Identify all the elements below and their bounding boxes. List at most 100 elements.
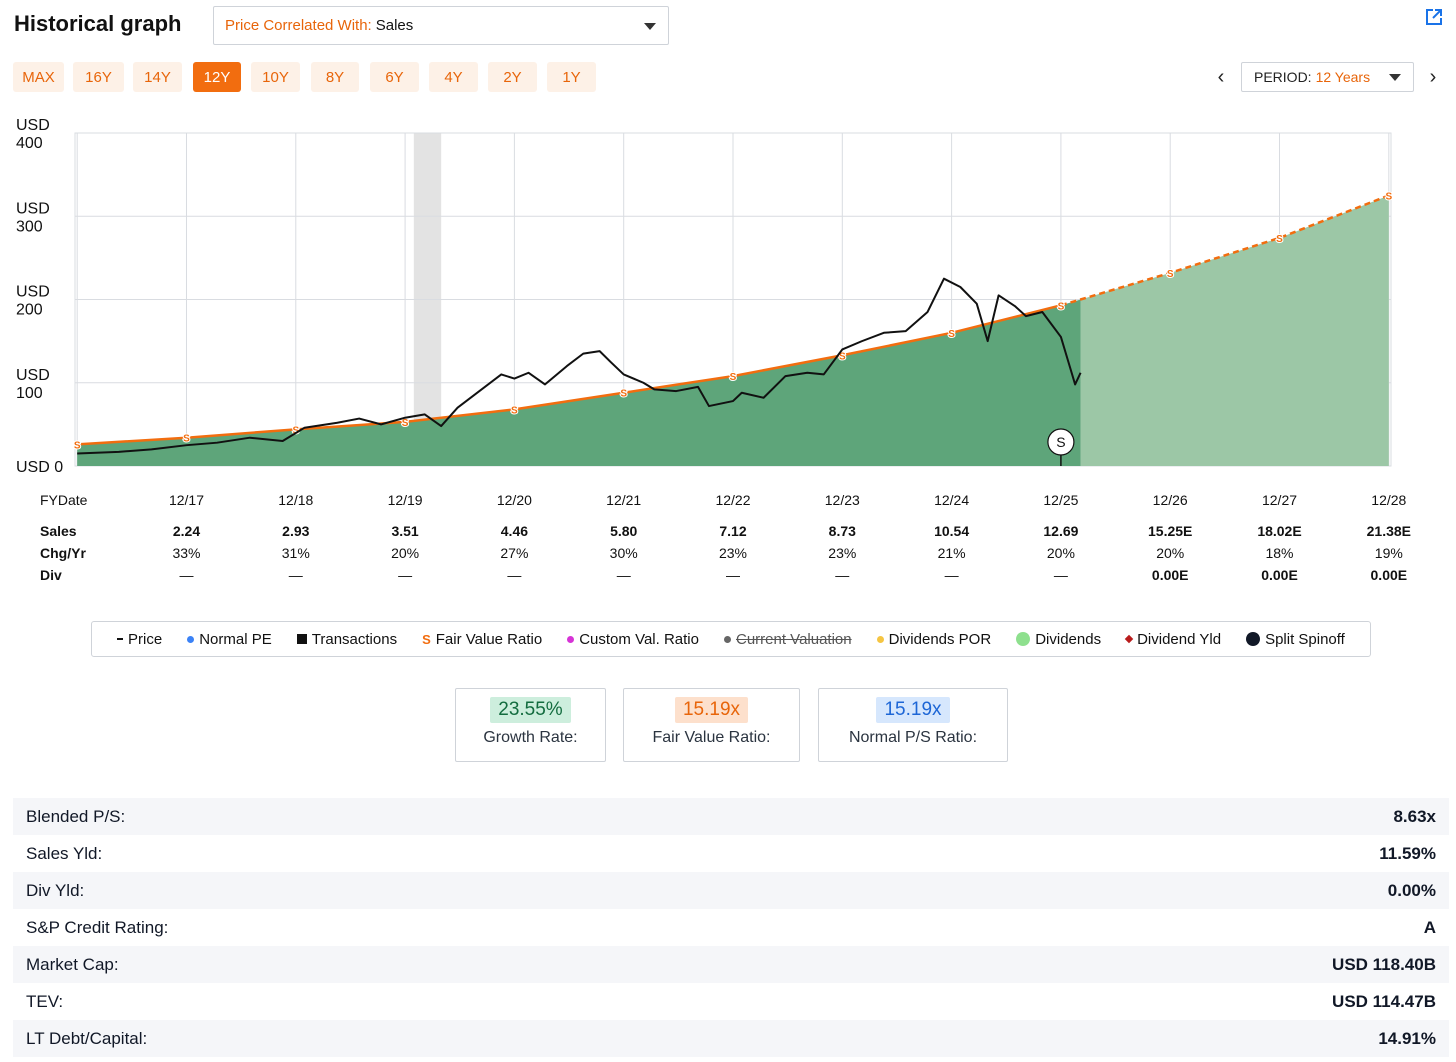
legend-label: Dividends POR [888,630,992,648]
y-axis-label: USD [16,117,50,134]
fair-value-marker: S [620,389,627,400]
metric-label: S&P Credit Rating: [26,917,169,937]
range-button-6y[interactable]: 6Y [370,62,419,92]
fair-value-marker: S [948,329,955,340]
fy-row-value: — [726,567,740,583]
metric-value: 11.59% [1379,843,1436,863]
legend-item-normal-pe[interactable]: Normal PE [187,631,272,648]
fy-date-label: 12/25 [1043,492,1078,508]
fy-row-value: 2.93 [282,523,309,539]
legend-item-split-spinoff[interactable]: Split Spinoff [1246,631,1345,648]
range-button-8y[interactable]: 8Y [311,62,359,92]
fy-row-label: Chg/Yr [40,545,86,561]
legend-label: Custom Val. Ratio [579,630,699,648]
chevron-right-icon[interactable]: › [1429,65,1437,88]
y-axis-label: USD [16,367,50,384]
fy-row-value: 33% [172,545,200,561]
price-correlated-select[interactable]: Price Correlated With: Sales [213,6,669,45]
range-button-10y[interactable]: 10Y [251,62,300,92]
correlate-value: Sales [375,17,414,34]
metric-value: USD 114.47B [1332,991,1436,1011]
growth-rate-card: 23.55% Growth Rate: [455,688,606,762]
period-select[interactable]: PERIOD: 12 Years [1241,62,1414,92]
fair-value-marker: S [1385,191,1392,202]
y-axis-label: USD 0 [16,459,63,476]
split-spinoff-marker[interactable] [1047,428,1075,456]
y-axis-label: 100 [16,385,43,402]
fy-row-label: Sales [40,523,77,539]
legend-label: Price [128,630,163,648]
fy-row-value: 23% [719,545,747,561]
fy-row-value: 7.12 [719,523,746,539]
fy-row-value: — [945,567,959,583]
legend-item-fair-value-ratio[interactable]: S Fair Value Ratio [422,631,542,648]
range-button-max[interactable]: MAX [13,62,64,92]
legend-item-dividend-yld[interactable]: Dividend Yld [1124,631,1221,648]
metric-row: TEV: USD 114.47B [13,983,1449,1020]
normal-ps-ratio-value: 15.19x [876,697,950,723]
fy-date-label: 12/18 [278,492,313,508]
fy-row-value: 0.00E [1261,567,1298,583]
fy-date-label: 12/22 [715,492,750,508]
fair-value-ratio-value: 15.19x [674,697,749,723]
fy-row-value: 20% [391,545,419,561]
fy-row-value: 3.51 [391,523,418,539]
fy-date-label: 12/19 [388,492,423,508]
external-link-icon[interactable] [1423,6,1445,28]
metric-label: Div Yld: [26,880,85,900]
chart-legend: Price Normal PE Transactions S Fair Value Ra… [91,621,1371,657]
legend-label: Current Valuation [736,630,852,648]
legend-item-custom-val-ratio[interactable]: Custom Val. Ratio [567,631,699,648]
period-label: PERIOD: [1254,69,1312,85]
legend-swatch-icon [296,634,307,644]
metric-label: Sales Yld: [26,843,103,863]
range-button-2y[interactable]: 2Y [488,62,537,92]
metric-value: 8.63x [1393,806,1436,826]
y-axis-label: 400 [16,135,43,152]
legend-item-current-valuation[interactable]: Current Valuation [724,631,852,648]
fair-value-marker: S [1058,301,1065,312]
fy-row-value: 20% [1156,545,1184,561]
metric-label: Market Cap: [26,954,119,974]
fy-date-label: 12/28 [1371,492,1406,508]
fy-row-value: — [617,567,631,583]
metric-row: S&P Credit Rating: A [13,909,1449,946]
y-axis-label: USD [16,200,50,217]
split-spinoff-label: S [1056,434,1065,450]
fy-date-label: 12/26 [1153,492,1188,508]
legend-item-dividends-por[interactable]: Dividends POR [876,630,992,648]
metric-value: 0.00% [1387,880,1436,900]
fy-row-value: 8.73 [829,523,856,539]
metric-row: LT Debt/Capital: 14.91% [13,1020,1449,1057]
fy-row-value: — [289,567,303,583]
fy-row-value: 10.54 [934,523,969,539]
chevron-left-icon[interactable]: ‹ [1217,65,1225,88]
fy-row-value: — [835,567,849,583]
fy-row-value: — [1054,567,1068,583]
legend-item-dividends[interactable]: Dividends [1016,631,1101,648]
legend-label: Split Spinoff [1265,630,1345,648]
legend-item-transactions[interactable]: Transactions [296,631,397,648]
chevron-down-icon [1389,74,1401,81]
range-button-14y[interactable]: 14Y [133,62,182,92]
fy-date-label: 12/20 [497,492,532,508]
metrics-table: Blended P/S: 8.63x Sales Yld: 11.59% Div Yld… [13,798,1449,1057]
fair-value-marker: S [1276,234,1283,245]
legend-swatch-icon [876,635,884,643]
range-button-12y[interactable]: 12Y [193,62,241,92]
y-axis-label: 300 [16,218,43,235]
range-button-1y[interactable]: 1Y [547,62,596,92]
fy-row-value: 30% [610,545,638,561]
legend-item-price[interactable]: Price [117,631,162,648]
fy-row-value: 12.69 [1043,523,1078,539]
fair-value-ratio-card: 15.19x Fair Value Ratio: [623,688,800,762]
fair-value-estimate-area [1080,195,1389,466]
legend-swatch-icon [1016,632,1031,646]
page-title: Historical graph [14,11,182,36]
range-button-16y[interactable]: 16Y [73,62,124,92]
correlate-label: Price Correlated With: [225,17,372,34]
fy-row-value: 27% [500,545,528,561]
fair-value-marker: S [1167,269,1174,280]
range-button-4y[interactable]: 4Y [429,62,478,92]
